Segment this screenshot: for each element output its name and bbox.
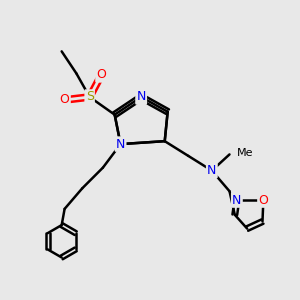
Text: N: N	[136, 91, 146, 103]
Text: O: O	[97, 68, 106, 81]
Text: O: O	[258, 194, 268, 207]
Text: S: S	[85, 91, 94, 103]
Text: Me: Me	[237, 148, 253, 158]
Text: N: N	[207, 164, 217, 177]
Text: O: O	[60, 93, 70, 106]
Text: N: N	[232, 194, 242, 207]
Text: N: N	[116, 138, 125, 151]
